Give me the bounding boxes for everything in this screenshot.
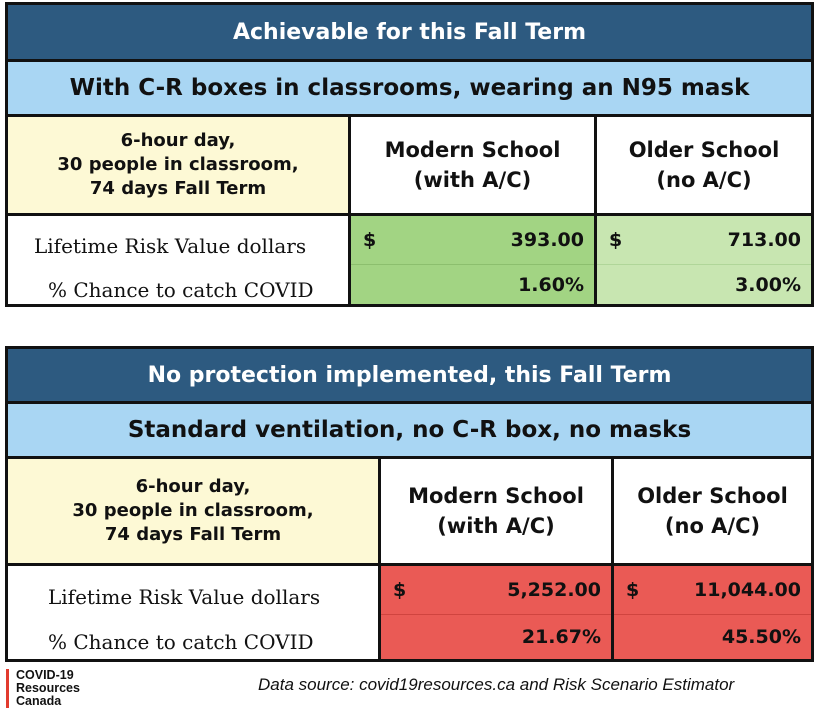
table-title: No protection implemented, this Fall Ter… bbox=[8, 349, 811, 401]
currency-symbol: $ bbox=[363, 229, 377, 251]
currency-symbol: $ bbox=[393, 579, 407, 601]
chance-label: % Chance to catch COVID bbox=[48, 630, 314, 654]
logo-line: COVID-19 bbox=[16, 668, 74, 682]
older-school-header: Older School (no A/C) bbox=[614, 459, 811, 563]
chance-label: % Chance to catch COVID bbox=[48, 278, 314, 302]
header-line: (with A/C) bbox=[413, 168, 532, 192]
older-risk-value: $ 11,044.00 bbox=[614, 566, 811, 614]
percentage: 21.67% bbox=[521, 626, 601, 648]
amount: 713.00 bbox=[727, 229, 801, 251]
header-line: (no A/C) bbox=[656, 168, 752, 192]
metric-labels-cell bbox=[8, 566, 378, 659]
conditions-line: 6-hour day, bbox=[135, 476, 251, 497]
header-line: Modern School bbox=[384, 138, 561, 162]
older-chance-value: 3.00% bbox=[597, 264, 811, 304]
header-line: Older School bbox=[637, 484, 788, 508]
amount: 5,252.00 bbox=[507, 579, 601, 601]
conditions-line: 6-hour day, bbox=[120, 130, 236, 151]
table-title: Achievable for this Fall Term bbox=[8, 5, 811, 59]
percentage: 45.50% bbox=[721, 626, 801, 648]
logo-line: Canada bbox=[16, 694, 62, 708]
older-risk-value: $ 713.00 bbox=[597, 216, 811, 264]
conditions-line: 30 people in classroom, bbox=[57, 154, 299, 175]
risk-value-label: Lifetime Risk Value dollars bbox=[34, 234, 307, 258]
modern-chance-value: 1.60% bbox=[351, 264, 594, 304]
logo-line: Resources bbox=[16, 681, 80, 695]
metric-labels-cell bbox=[8, 216, 348, 304]
conditions-cell: 6-hour day, 30 people in classroom, 74 d… bbox=[8, 117, 348, 213]
currency-symbol: $ bbox=[609, 229, 623, 251]
percentage: 1.60% bbox=[518, 273, 584, 296]
header-line: (with A/C) bbox=[437, 514, 555, 538]
amount: 393.00 bbox=[510, 229, 584, 251]
covid19-resources-canada-logo: COVID-19 Resources Canada bbox=[6, 669, 80, 708]
modern-school-header: Modern School (with A/C) bbox=[381, 459, 611, 563]
unprotected-scenario-table: No protection implemented, this Fall Ter… bbox=[5, 346, 814, 662]
table-subtitle: With C-R boxes in classrooms, wearing an… bbox=[8, 62, 811, 114]
amount: 11,044.00 bbox=[694, 579, 801, 601]
conditions-line: 74 days Fall Term bbox=[89, 178, 267, 199]
conditions-line: 74 days Fall Term bbox=[104, 524, 282, 545]
header-line: Modern School bbox=[408, 484, 584, 508]
currency-symbol: $ bbox=[626, 579, 640, 601]
percentage: 3.00% bbox=[735, 273, 801, 296]
modern-chance-value: 21.67% bbox=[381, 614, 611, 659]
header-line: (no A/C) bbox=[664, 514, 761, 538]
older-chance-value: 45.50% bbox=[614, 614, 811, 659]
table-subtitle: Standard ventilation, no C-R box, no mas… bbox=[8, 404, 811, 456]
data-source-note: Data source: covid19resources.ca and Ris… bbox=[258, 675, 735, 694]
modern-risk-value: $ 5,252.00 bbox=[381, 566, 611, 614]
protected-scenario-table: Achievable for this Fall Term With C-R b… bbox=[5, 2, 814, 307]
older-school-header: Older School (no A/C) bbox=[597, 117, 811, 213]
risk-value-label: Lifetime Risk Value dollars bbox=[48, 585, 321, 609]
header-line: Older School bbox=[628, 138, 780, 162]
conditions-line: 30 people in classroom, bbox=[72, 500, 314, 521]
conditions-cell: 6-hour day, 30 people in classroom, 74 d… bbox=[8, 459, 378, 563]
modern-school-header: Modern School (with A/C) bbox=[351, 117, 594, 213]
modern-risk-value: $ 393.00 bbox=[351, 216, 594, 264]
